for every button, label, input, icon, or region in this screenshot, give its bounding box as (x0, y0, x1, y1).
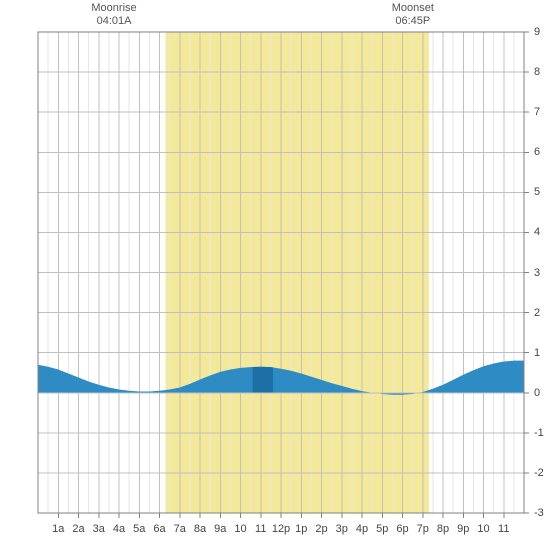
x-tick-label: 9a (214, 523, 226, 535)
y-tick-label: 6 (534, 146, 540, 158)
x-tick-label: 3p (336, 523, 348, 535)
x-tick-label: 10 (477, 523, 489, 535)
moonset-label: Moonset (392, 2, 434, 15)
y-tick-label: 7 (534, 106, 540, 118)
x-tick-label: 7a (174, 523, 186, 535)
x-tick-label: 7p (417, 523, 429, 535)
x-tick-label: 8a (194, 523, 206, 535)
x-tick-label: 5p (376, 523, 388, 535)
y-tick-label: 5 (534, 186, 540, 198)
y-tick-label: 3 (534, 267, 540, 279)
x-tick-label: 1p (295, 523, 307, 535)
y-tick-label: 9 (534, 26, 540, 38)
y-tick-label: -3 (534, 507, 544, 519)
y-tick-label: 1 (534, 347, 540, 359)
moonset-time: 06:45P (392, 15, 434, 28)
tide-chart: Moonrise 04:01A Moonset 06:45P 1a 2a 3a 4a 5… (0, 0, 550, 550)
y-tick-label: -2 (534, 467, 544, 479)
x-tick-label: 4p (356, 523, 368, 535)
y-tick-label: -1 (534, 427, 544, 439)
x-tick-label: 9p (457, 523, 469, 535)
y-tick-label: 2 (534, 307, 540, 319)
moonrise-time: 04:01A (91, 15, 136, 28)
y-tick-label: 8 (534, 66, 540, 78)
x-tick-label: 10 (234, 523, 246, 535)
moonrise-annotation: Moonrise 04:01A (91, 2, 136, 28)
x-tick-label: 11 (498, 523, 509, 535)
y-tick-label: 0 (534, 387, 540, 399)
x-tick-label: 6p (396, 523, 408, 535)
moonset-annotation: Moonset 06:45P (392, 2, 434, 28)
x-tick-label: 2p (315, 523, 327, 535)
x-tick-label: 2a (72, 523, 84, 535)
x-tick-label: 6a (153, 523, 165, 535)
moonrise-label: Moonrise (91, 2, 136, 15)
x-tick-label: 12p (272, 523, 290, 535)
x-tick-label: 1a (52, 523, 64, 535)
x-tick-label: 4a (113, 523, 125, 535)
x-tick-label: 3a (93, 523, 105, 535)
chart-canvas (0, 0, 550, 550)
x-tick-label: 8p (437, 523, 449, 535)
x-tick-label: 11 (255, 523, 266, 535)
y-tick-label: 4 (534, 226, 540, 238)
x-tick-label: 5a (133, 523, 145, 535)
